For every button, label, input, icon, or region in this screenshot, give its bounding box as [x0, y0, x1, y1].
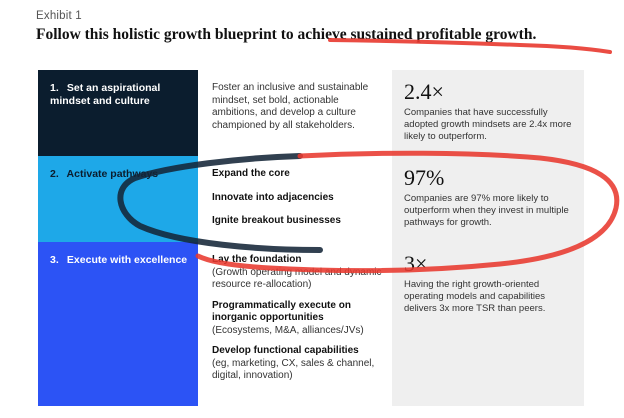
step-3-stat: 3×	[404, 251, 428, 276]
step-3-stat-cell: 3× Having the right growth-oriented oper…	[392, 242, 584, 406]
step-3-action-sub: (eg, marketing, CX, sales & channel, dig…	[212, 357, 375, 382]
headline: Follow this holistic growth blueprint to…	[36, 26, 537, 43]
step-3-number: 3.	[50, 254, 59, 266]
exhibit-label: Exhibit 1	[36, 10, 82, 22]
step-3-action: Lay the foundation (Growth operating mod…	[212, 254, 384, 292]
step-3-action: Develop functional capabilities (eg, mar…	[212, 345, 384, 383]
step-1: 1. Set an aspirational mindset and cultu…	[38, 70, 198, 156]
step-3-action-title: Programmatically execute on inorganic op…	[212, 299, 351, 324]
step-3-stat-desc: Having the right growth-oriented operati…	[404, 279, 546, 314]
step-1-stat-desc: Companies that have successfully adopted…	[404, 107, 572, 142]
step-2-number: 2.	[50, 168, 59, 180]
step-1-number: 1.	[50, 82, 59, 94]
step-3-action-title: Lay the foundation	[212, 254, 302, 265]
step-1-stat: 2.4×	[404, 79, 444, 104]
step-2-stat-cell: 97% Companies are 97% more likely to out…	[392, 156, 584, 242]
step-3-action: Programmatically execute on inorganic op…	[212, 300, 384, 338]
step-3-action-sub: (Growth operating model and dynamic reso…	[212, 266, 382, 291]
step-2-label: Activate pathways	[66, 168, 159, 180]
step-1-action: Foster an inclusive and sustainable mind…	[212, 82, 384, 132]
step-3: 3. Execute with excellence	[38, 242, 198, 406]
step-2: 2. Activate pathways	[38, 156, 198, 242]
step-2-stat-desc: Companies are 97% more likely to outperf…	[404, 193, 569, 228]
step-2-action-title: Innovate into adjacencies	[212, 191, 334, 203]
step-1-actions: Foster an inclusive and sustainable mind…	[198, 70, 392, 156]
step-2-stat: 97%	[404, 165, 445, 190]
step-3-actions: Lay the foundation (Growth operating mod…	[198, 242, 392, 406]
blueprint-table: 1. Set an aspirational mindset and cultu…	[38, 70, 584, 406]
step-2-action: Innovate into adjacencies	[212, 192, 384, 205]
step-3-action-title: Develop functional capabilities	[212, 345, 359, 356]
step-1-action-text: Foster an inclusive and sustainable mind…	[212, 82, 369, 131]
step-2-action: Ignite breakout businesses	[212, 215, 384, 228]
step-3-action-sub: (Ecosystems, M&A, alliances/JVs)	[212, 324, 364, 336]
step-3-label: Execute with excellence	[66, 254, 188, 266]
step-1-label: Set an aspirational mindset and culture	[50, 82, 161, 107]
step-1-stat-cell: 2.4× Companies that have successfully ad…	[392, 70, 584, 156]
step-2-action-title: Ignite breakout businesses	[212, 215, 341, 226]
step-2-action-title: Expand the core	[212, 168, 290, 179]
step-2-actions: Expand the core Innovate into adjacencie…	[198, 156, 392, 242]
step-2-action: Expand the core	[212, 168, 384, 181]
